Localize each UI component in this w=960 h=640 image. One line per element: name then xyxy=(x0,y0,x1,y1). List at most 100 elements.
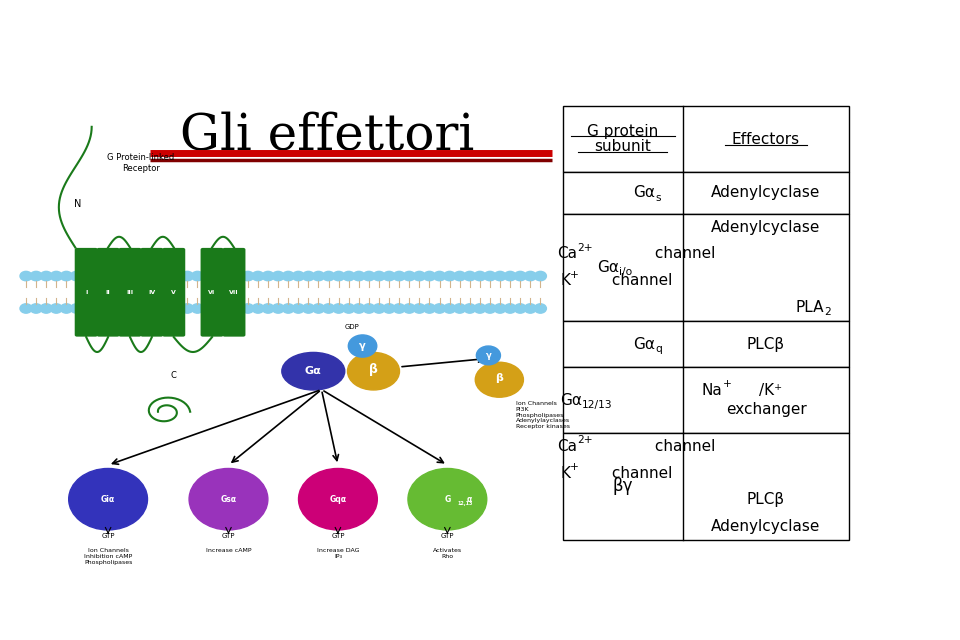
Circle shape xyxy=(323,271,335,281)
Text: G: G xyxy=(444,495,450,504)
Circle shape xyxy=(40,304,52,313)
Ellipse shape xyxy=(282,353,345,390)
Circle shape xyxy=(141,271,153,281)
Circle shape xyxy=(50,271,62,281)
Circle shape xyxy=(383,271,396,281)
Circle shape xyxy=(474,271,486,281)
Text: Ion Channels
PI3K
Phospholipases
Adenylylayclases
Receptor kinases: Ion Channels PI3K Phospholipases Adenyly… xyxy=(516,401,570,429)
Circle shape xyxy=(202,271,213,281)
Text: GTP: GTP xyxy=(331,534,345,540)
Circle shape xyxy=(101,304,112,313)
Text: βγ: βγ xyxy=(612,477,633,495)
Circle shape xyxy=(313,271,324,281)
Circle shape xyxy=(403,271,416,281)
Circle shape xyxy=(373,304,385,313)
Text: GTP: GTP xyxy=(441,534,454,540)
Text: s: s xyxy=(656,193,660,203)
Circle shape xyxy=(262,271,275,281)
Text: PLCβ: PLCβ xyxy=(747,337,785,352)
Circle shape xyxy=(292,271,304,281)
Text: +: + xyxy=(723,380,732,389)
Circle shape xyxy=(464,271,476,281)
Circle shape xyxy=(394,304,405,313)
Circle shape xyxy=(434,304,445,313)
Circle shape xyxy=(69,468,148,530)
Circle shape xyxy=(282,304,295,313)
Circle shape xyxy=(90,304,103,313)
Text: VI: VI xyxy=(208,290,216,295)
Circle shape xyxy=(348,335,376,357)
Circle shape xyxy=(444,271,456,281)
Circle shape xyxy=(60,304,72,313)
Circle shape xyxy=(414,304,425,313)
Circle shape xyxy=(272,271,284,281)
Text: γ: γ xyxy=(486,351,492,360)
Bar xyxy=(563,321,850,367)
Ellipse shape xyxy=(475,362,523,397)
Bar xyxy=(563,367,850,433)
Text: exchanger: exchanger xyxy=(726,403,806,417)
Circle shape xyxy=(504,304,516,313)
Text: GDP: GDP xyxy=(345,324,359,330)
Text: Adenylcyclase: Adenylcyclase xyxy=(711,220,821,234)
Text: +: + xyxy=(570,462,579,472)
Text: channel: channel xyxy=(607,273,672,288)
Text: Increase DAG
IP₃: Increase DAG IP₃ xyxy=(317,548,359,559)
Text: channel: channel xyxy=(650,438,716,454)
Circle shape xyxy=(231,271,244,281)
Circle shape xyxy=(535,271,546,281)
Circle shape xyxy=(81,304,92,313)
Circle shape xyxy=(202,304,213,313)
Text: 12/13: 12/13 xyxy=(582,400,612,410)
Circle shape xyxy=(211,271,224,281)
Text: 2: 2 xyxy=(824,307,830,317)
Circle shape xyxy=(70,304,83,313)
Circle shape xyxy=(262,304,275,313)
Circle shape xyxy=(131,304,143,313)
Text: Ion Channels
Inhibition cAMP
Phospholipases: Ion Channels Inhibition cAMP Phospholipa… xyxy=(84,548,132,565)
Circle shape xyxy=(353,271,365,281)
Circle shape xyxy=(383,304,396,313)
Text: channel: channel xyxy=(607,465,672,481)
Circle shape xyxy=(90,271,103,281)
Text: 12,13: 12,13 xyxy=(457,501,472,506)
Circle shape xyxy=(408,468,487,530)
Circle shape xyxy=(20,271,32,281)
Text: I: I xyxy=(85,290,87,295)
Text: 2+: 2+ xyxy=(577,243,593,253)
Circle shape xyxy=(211,304,224,313)
Text: subunit: subunit xyxy=(594,140,651,154)
Circle shape xyxy=(151,271,163,281)
Circle shape xyxy=(292,304,304,313)
Circle shape xyxy=(222,304,233,313)
Circle shape xyxy=(161,304,173,313)
Circle shape xyxy=(494,271,506,281)
Circle shape xyxy=(101,271,112,281)
Text: q: q xyxy=(656,344,662,354)
Circle shape xyxy=(524,304,537,313)
Circle shape xyxy=(454,271,466,281)
Circle shape xyxy=(181,304,193,313)
Circle shape xyxy=(222,271,233,281)
Circle shape xyxy=(50,304,62,313)
Circle shape xyxy=(151,304,163,313)
FancyBboxPatch shape xyxy=(118,248,141,337)
Text: Giα: Giα xyxy=(101,495,115,504)
Circle shape xyxy=(353,304,365,313)
Circle shape xyxy=(524,271,537,281)
Circle shape xyxy=(394,271,405,281)
Text: β: β xyxy=(369,363,378,376)
Circle shape xyxy=(474,304,486,313)
Text: α: α xyxy=(467,495,471,504)
Circle shape xyxy=(423,304,436,313)
Circle shape xyxy=(161,271,173,281)
FancyBboxPatch shape xyxy=(223,248,246,337)
Circle shape xyxy=(363,271,375,281)
Circle shape xyxy=(20,304,32,313)
Circle shape xyxy=(30,271,42,281)
Circle shape xyxy=(141,304,153,313)
Bar xyxy=(563,214,850,321)
Text: Ca: Ca xyxy=(558,438,577,454)
Circle shape xyxy=(110,271,123,281)
Circle shape xyxy=(191,271,204,281)
